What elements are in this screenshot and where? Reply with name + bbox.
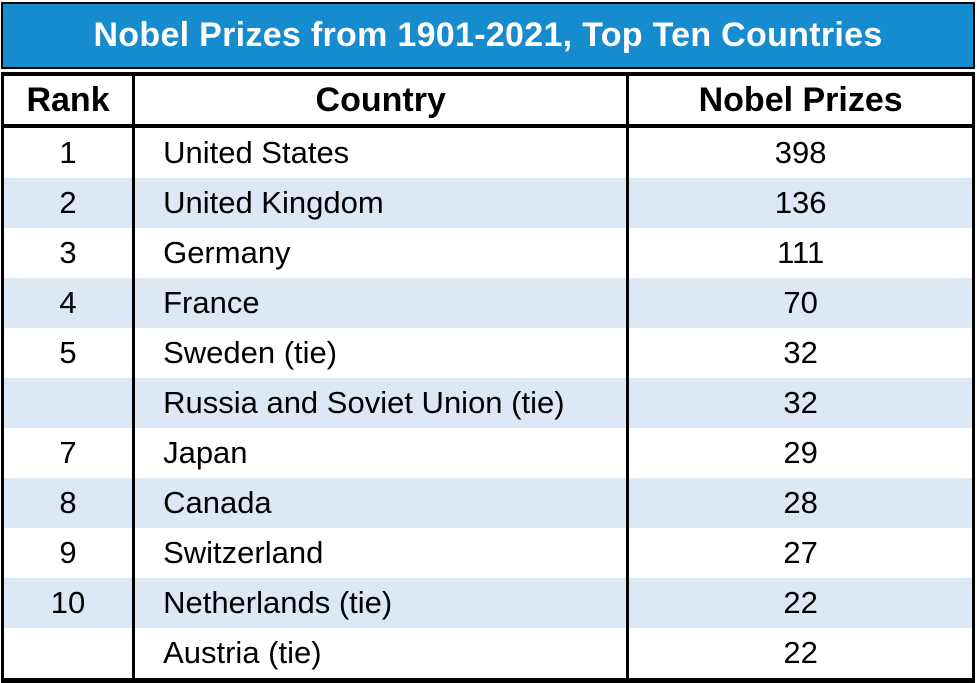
table-header: Rank Country Nobel Prizes [2, 72, 974, 128]
column-header-prizes: Nobel Prizes [626, 72, 974, 128]
table-row: 1 United States 398 [2, 126, 974, 178]
prizes-cell: 136 [626, 178, 974, 228]
country-cell: France [132, 278, 628, 328]
prizes-cell: 22 [626, 578, 974, 628]
rank-cell: 5 [59, 335, 77, 370]
table-row: 5 Sweden (tie) 32 [2, 328, 974, 378]
rank-cell: 9 [59, 535, 77, 570]
table-row: 4 France 70 [2, 278, 974, 328]
header-row: Rank Country Nobel Prizes [2, 72, 974, 128]
table-row: Russia and Soviet Union (tie) 32 [2, 378, 974, 428]
prizes-cell: 32 [626, 328, 974, 378]
rank-cell [3, 628, 134, 681]
nobel-prizes-table: Rank Country Nobel Prizes 1 United State… [1, 72, 975, 683]
country-cell: Switzerland [132, 528, 628, 578]
table-body: 1 United States 398 2 United Kingdom 136… [2, 126, 974, 681]
table-row: 9 Switzerland 27 [2, 528, 974, 578]
prizes-cell: 398 [626, 126, 974, 178]
table-row: Austria (tie) 22 [2, 628, 974, 681]
rank-cell: 7 [59, 435, 77, 470]
column-header-country: Country [132, 72, 628, 128]
table-row: 10 Netherlands (tie) 22 [2, 578, 974, 628]
prizes-cell: 27 [626, 528, 974, 578]
country-cell: Netherlands (tie) [132, 578, 628, 628]
prizes-cell: 111 [626, 228, 974, 278]
table-row: 3 Germany 111 [2, 228, 974, 278]
country-cell: Sweden (tie) [132, 328, 628, 378]
table-row: 2 United Kingdom 136 [2, 178, 974, 228]
country-cell: United Kingdom [132, 178, 628, 228]
rank-cell: 4 [59, 285, 77, 320]
rank-cell: 3 [59, 235, 77, 270]
country-cell: Russia and Soviet Union (tie) [132, 378, 628, 428]
prizes-cell: 28 [626, 478, 974, 528]
table-title-bar: Nobel Prizes from 1901-2021, Top Ten Cou… [1, 2, 975, 69]
prizes-cell: 29 [626, 428, 974, 478]
prizes-cell: 22 [626, 628, 974, 681]
rank-cell: 10 [50, 585, 86, 620]
rank-cell: 1 [59, 135, 77, 170]
country-cell: Austria (tie) [132, 628, 628, 681]
country-cell: Japan [132, 428, 628, 478]
rank-cell: 8 [59, 485, 77, 520]
prizes-cell: 70 [626, 278, 974, 328]
country-cell: Germany [132, 228, 628, 278]
country-cell: United States [132, 126, 628, 178]
table-row: 7 Japan 29 [2, 428, 974, 478]
rank-cell: 2 [59, 185, 77, 220]
table-row: 8 Canada 28 [2, 478, 974, 528]
prizes-cell: 32 [626, 378, 974, 428]
rank-cell [3, 378, 134, 428]
table-title: Nobel Prizes from 1901-2021, Top Ten Cou… [93, 16, 883, 54]
country-cell: Canada [132, 478, 628, 528]
column-header-rank: Rank [2, 72, 134, 128]
